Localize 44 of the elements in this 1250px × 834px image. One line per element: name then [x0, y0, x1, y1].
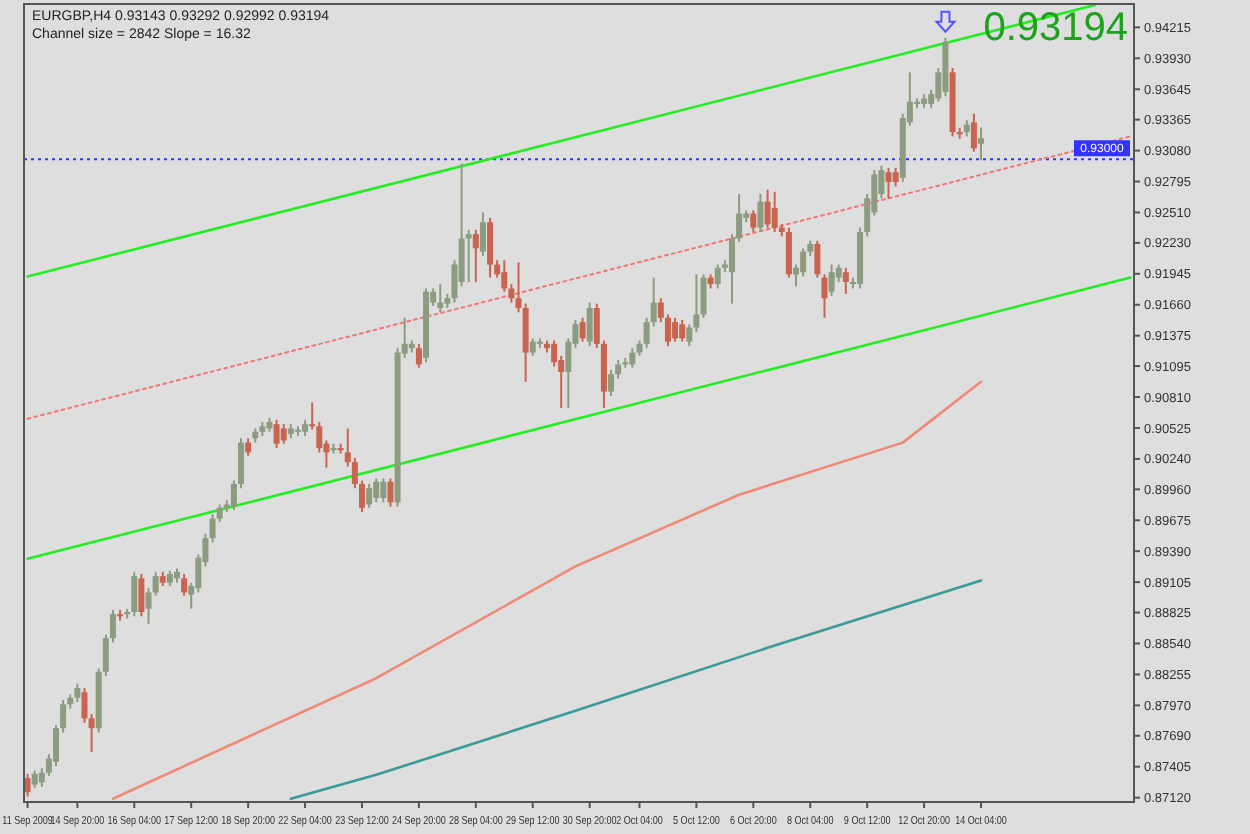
- candlestick: [978, 126, 985, 162]
- candlestick: [586, 301, 593, 347]
- candlestick: [785, 226, 792, 279]
- candlestick: [373, 477, 380, 504]
- candlestick: [885, 166, 892, 200]
- candlestick: [764, 188, 771, 229]
- candlestick: [24, 772, 31, 798]
- candlestick: [828, 263, 835, 298]
- candlestick: [472, 228, 479, 283]
- candlestick: [273, 418, 280, 450]
- candlestick: [280, 423, 287, 445]
- annotation: 0.93194: [983, 6, 1128, 50]
- candlestick: [629, 347, 636, 369]
- candlestick: [800, 247, 807, 278]
- candlestick: [608, 368, 615, 397]
- candlestick: [757, 193, 764, 233]
- candlestick: [892, 166, 899, 188]
- candlestick: [81, 687, 88, 724]
- candlestick: [138, 573, 145, 618]
- candlestick: [209, 513, 216, 544]
- candlestick: [821, 273, 828, 319]
- candlestick: [88, 713, 95, 754]
- candlestick: [380, 477, 387, 504]
- candlestick: [181, 573, 188, 597]
- candlestick: [679, 318, 686, 343]
- candlestick: [842, 266, 849, 295]
- candlestick: [487, 216, 494, 279]
- candlestick: [672, 316, 679, 343]
- candlestick: [74, 682, 81, 704]
- line-series: [289, 579, 983, 801]
- candlestick: [479, 211, 486, 257]
- line-series: [111, 380, 983, 801]
- candlestick: [437, 283, 444, 314]
- candlestick: [366, 482, 373, 509]
- candlestick: [415, 342, 422, 369]
- candlestick: [131, 570, 138, 618]
- candlestick: [814, 239, 821, 279]
- candlestick: [579, 316, 586, 343]
- candlestick: [700, 273, 707, 319]
- candlestick: [750, 209, 757, 233]
- candlestick: [970, 112, 977, 153]
- candlestick: [771, 190, 778, 233]
- candlestick: [387, 477, 394, 508]
- candlestick: [714, 263, 721, 290]
